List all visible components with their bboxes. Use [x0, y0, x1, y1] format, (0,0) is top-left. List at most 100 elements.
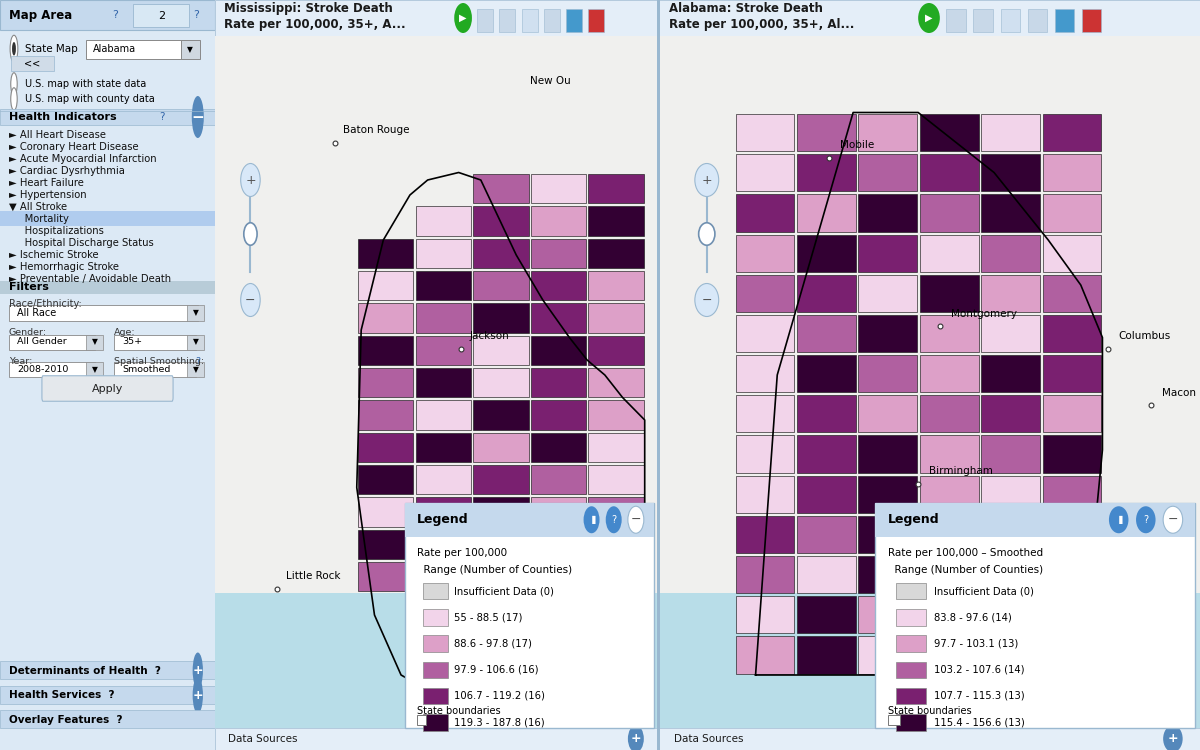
Text: Birmingham: Birmingham: [929, 466, 992, 476]
Bar: [0, 710, 215, 728]
Bar: [473, 336, 529, 365]
Text: Columbus: Columbus: [1118, 332, 1171, 341]
Text: Baton Rouge: Baton Rouge: [343, 125, 410, 135]
Text: Alabama: Stroke Death
Rate per 100,000, 35+, Al...: Alabama: Stroke Death Rate per 100,000, …: [668, 2, 854, 31]
Text: Hospitalizations: Hospitalizations: [8, 226, 103, 236]
Circle shape: [628, 725, 644, 750]
Text: Rate per 100,000 – Smoothed: Rate per 100,000 – Smoothed: [888, 548, 1044, 559]
Bar: [919, 436, 978, 472]
Circle shape: [10, 35, 18, 62]
Bar: [982, 476, 1040, 513]
Bar: [415, 368, 472, 398]
Bar: [736, 194, 794, 232]
Bar: [896, 662, 926, 678]
Bar: [0, 0, 215, 30]
Circle shape: [606, 506, 622, 533]
Text: −: −: [631, 513, 641, 526]
Circle shape: [11, 73, 17, 95]
Text: Montgomery: Montgomery: [950, 309, 1016, 319]
Bar: [415, 206, 472, 236]
Circle shape: [583, 506, 600, 533]
Bar: [424, 635, 448, 652]
Text: Memphis: Memphis: [487, 646, 534, 656]
Text: 83.8 - 97.6 (14): 83.8 - 97.6 (14): [935, 612, 1012, 622]
Text: Hospital Discharge Status: Hospital Discharge Status: [8, 238, 154, 248]
Bar: [858, 516, 917, 553]
Text: Determinants of Health  ?: Determinants of Health ?: [8, 665, 161, 676]
Bar: [982, 315, 1040, 352]
Text: ?: ?: [160, 112, 164, 122]
Bar: [797, 154, 856, 191]
Bar: [11, 56, 54, 71]
Bar: [530, 627, 587, 656]
Text: Legend: Legend: [888, 513, 940, 526]
Bar: [896, 583, 926, 599]
Bar: [588, 400, 644, 430]
Bar: [416, 715, 426, 724]
Bar: [896, 609, 926, 625]
Bar: [797, 395, 856, 433]
Bar: [86, 40, 190, 58]
Bar: [658, 728, 1200, 750]
Text: ► Heart Failure: ► Heart Failure: [8, 178, 84, 188]
Bar: [588, 627, 644, 656]
Text: ► Preventable / Avoidable Death: ► Preventable / Avoidable Death: [8, 274, 170, 284]
Bar: [530, 368, 587, 398]
Bar: [1001, 9, 1020, 32]
Bar: [86, 362, 103, 377]
Bar: [896, 714, 926, 730]
Bar: [658, 0, 1200, 36]
Bar: [424, 714, 448, 730]
Text: Chattanooga: Chattanooga: [1078, 662, 1146, 671]
Bar: [588, 368, 644, 398]
Bar: [473, 271, 529, 300]
Text: ▼: ▼: [193, 308, 198, 317]
Bar: [1043, 395, 1102, 433]
Bar: [415, 238, 472, 268]
Bar: [530, 336, 587, 365]
Circle shape: [628, 506, 644, 533]
Text: +: +: [245, 173, 256, 187]
Circle shape: [193, 677, 203, 713]
Bar: [982, 395, 1040, 433]
Bar: [736, 235, 794, 272]
Bar: [797, 436, 856, 472]
Bar: [1043, 596, 1102, 633]
Circle shape: [241, 164, 260, 196]
Bar: [530, 562, 587, 592]
Circle shape: [241, 284, 260, 316]
Text: ► Ischemic Stroke: ► Ischemic Stroke: [8, 250, 98, 260]
Text: All Race: All Race: [17, 308, 56, 318]
Circle shape: [192, 96, 204, 138]
Text: Legend: Legend: [416, 513, 468, 526]
Text: Apply: Apply: [92, 383, 124, 394]
Text: U.S. map with state data: U.S. map with state data: [25, 79, 146, 89]
Text: Data Sources: Data Sources: [228, 734, 298, 744]
Text: Range (Number of Counties): Range (Number of Counties): [888, 565, 1044, 575]
Text: Spatial Smoothing:: Spatial Smoothing:: [114, 357, 204, 366]
Bar: [133, 4, 190, 27]
Bar: [797, 516, 856, 553]
Bar: [797, 235, 856, 272]
Text: +: +: [630, 732, 641, 746]
Text: U.S. map with county data: U.S. map with county data: [25, 94, 155, 104]
Text: ▼: ▼: [193, 365, 198, 374]
Bar: [358, 497, 414, 526]
Bar: [1082, 9, 1102, 32]
Bar: [530, 530, 587, 560]
Circle shape: [918, 3, 940, 33]
Bar: [473, 174, 529, 203]
Text: −: −: [702, 293, 712, 307]
Bar: [919, 235, 978, 272]
Bar: [736, 476, 794, 513]
Text: ► All Heart Disease: ► All Heart Disease: [8, 130, 106, 140]
Bar: [473, 238, 529, 268]
Bar: [530, 206, 587, 236]
Bar: [473, 627, 529, 656]
Bar: [797, 636, 856, 674]
Bar: [8, 304, 198, 321]
Text: −: −: [245, 293, 256, 307]
Bar: [473, 368, 529, 398]
Bar: [1055, 9, 1074, 32]
Text: ▐: ▐: [588, 515, 595, 524]
